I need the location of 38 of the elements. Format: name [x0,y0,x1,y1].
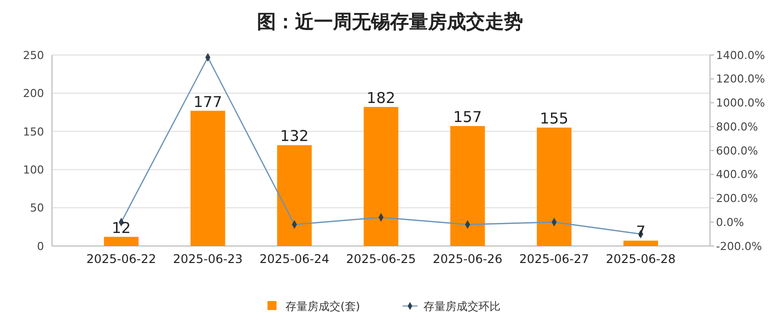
bar [104,236,139,246]
y-tick-label: 250 [23,48,44,62]
legend-label: 存量房成交(套) [286,300,360,313]
y-tick-label: 200 [23,87,44,100]
y2-tick-label: 1000.0% [716,96,765,110]
x-tick-label: 2025-06-23 [172,252,243,266]
x-tick-label: 2025-06-27 [519,252,590,266]
y2-tick-label: -200.0% [716,240,762,253]
data-label: 132 [280,127,309,146]
bar [450,126,485,246]
bar [190,110,226,246]
x-tick-label: 2025-06-24 [260,252,330,266]
y2-tick-label: 1200.0% [716,72,765,86]
y-tick-label: 150 [23,125,44,138]
x-tick-label: 2025-06-25 [346,252,416,266]
legend-label: 存量房成交环比 [424,300,500,313]
bar [623,240,658,246]
data-label: 182 [366,88,396,107]
bar [536,128,572,246]
y2-tick-label: 200.0% [716,192,758,206]
x-tick-label: 2025-06-28 [606,252,676,266]
y2-tick-label: 0.0% [716,216,744,229]
y-tick-label: 50 [30,202,44,215]
y2-tick-label: 1400.0% [716,48,765,62]
chart-title: 图：近一周无锡存量房成交走势 [257,11,523,33]
y-tick-label: 0 [37,240,44,253]
y-tick-label: 100 [23,163,44,176]
x-tick-label: 2025-06-22 [86,252,156,266]
bar [277,145,312,246]
data-label: 157 [453,108,482,126]
data-label: 155 [540,110,568,128]
data-label: 12 [112,218,131,237]
bar [364,106,398,246]
y2-tick-label: 400.0% [716,168,758,182]
data-label: 177 [194,92,222,111]
y2-tick-label: 800.0% [716,120,758,134]
y2-tick-label: 600.0% [716,144,758,158]
x-tick-label: 2025-06-26 [432,252,502,266]
